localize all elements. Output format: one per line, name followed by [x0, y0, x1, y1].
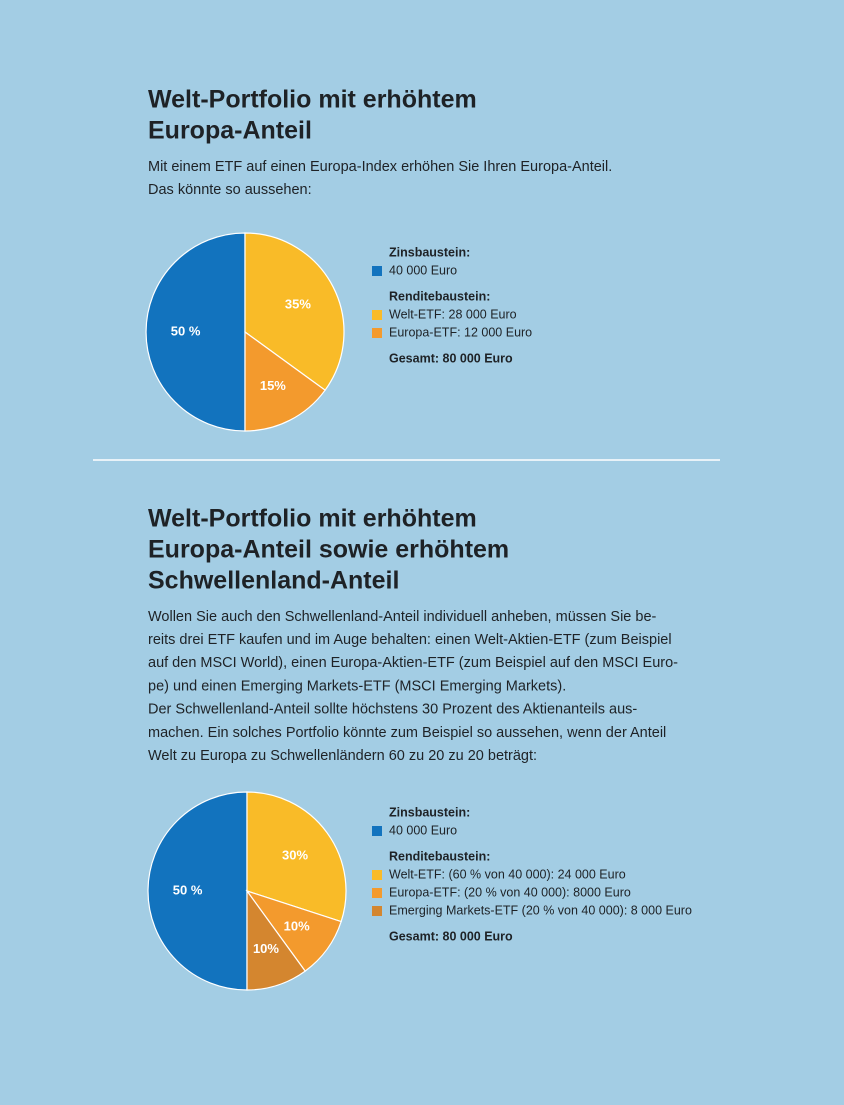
data-label: 15% [260, 378, 286, 393]
chart-title: Europa-Anteil [148, 117, 312, 145]
pie-slice [244, 330, 326, 432]
legend-heading: Zinsbaustein: [389, 245, 470, 259]
data-label: 10% [253, 941, 279, 956]
pie-slice [246, 889, 307, 991]
legend-swatch [372, 870, 382, 880]
legend-heading: Zinsbaustein: [389, 805, 470, 819]
legend-swatch [372, 906, 382, 916]
pie-slice [246, 791, 347, 923]
chart-title: Welt-Portfolio mit erhöhtem [148, 86, 477, 114]
description: Das könnte so aussehen: [148, 182, 312, 198]
chart-title: Schwellenland-Anteil [148, 567, 399, 595]
data-label: 10% [284, 919, 310, 934]
description: reits drei ETF kaufen und im Auge behalt… [148, 632, 672, 648]
total: Gesamt: 80 000 Euro [389, 351, 513, 365]
legend-heading: Renditebaustein: [389, 849, 490, 863]
description: Der Schwellenland-Anteil sollte höchsten… [148, 702, 637, 718]
legend-swatch [372, 328, 382, 338]
legend-label: 40 000 Euro [389, 263, 457, 277]
description: pe) und einen Emerging Markets-ETF (MSCI… [148, 678, 566, 694]
legend-swatch [372, 310, 382, 320]
legend-swatch [372, 888, 382, 898]
chart-title: Europa-Anteil sowie erhöhtem [148, 536, 509, 564]
description: Mit einem ETF auf einen Europa-Index erh… [148, 159, 612, 175]
description: Wollen Sie auch den Schwellenland-Anteil… [148, 609, 657, 625]
pie-slice [244, 232, 345, 392]
description: auf den MSCI World), einen Europa-Aktien… [148, 655, 678, 671]
legend-label: Europa-ETF: (20 % von 40 000): 8000 Euro [389, 885, 631, 899]
chart-title: Welt-Portfolio mit erhöhtem [148, 505, 477, 533]
legend-heading: Renditebaustein: [389, 289, 490, 303]
legend-swatch [372, 826, 382, 836]
legend-label: Welt-ETF: 28 000 Euro [389, 307, 517, 321]
data-label: 50 % [173, 882, 203, 897]
description: machen. Ein solches Portfolio könnte zum… [148, 725, 666, 741]
legend-label: Europa-ETF: 12 000 Euro [389, 325, 532, 339]
legend-label: Emerging Markets-ETF (20 % von 40 000): … [389, 903, 692, 917]
pie-slice [145, 232, 246, 432]
legend-label: Welt-ETF: (60 % von 40 000): 24 000 Euro [389, 867, 626, 881]
data-label: 35% [285, 296, 311, 311]
legend-label: 40 000 Euro [389, 823, 457, 837]
data-label: 30% [282, 848, 308, 863]
total: Gesamt: 80 000 Euro [389, 929, 513, 943]
legend-swatch [372, 266, 382, 276]
data-label: 50 % [171, 323, 201, 338]
description: Welt zu Europa zu Schwellenländern 60 zu… [148, 748, 537, 764]
pie-slice [147, 791, 248, 991]
